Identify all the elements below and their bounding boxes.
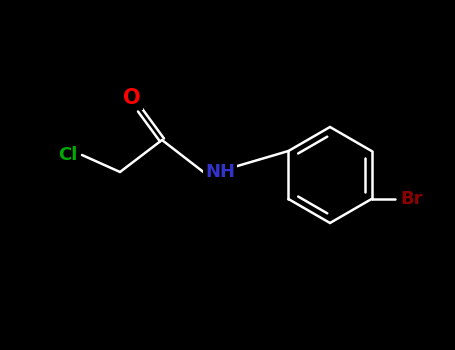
Text: Br: Br <box>400 190 423 208</box>
Text: Cl: Cl <box>58 146 78 164</box>
Text: NH: NH <box>205 163 235 181</box>
Text: O: O <box>123 88 141 108</box>
